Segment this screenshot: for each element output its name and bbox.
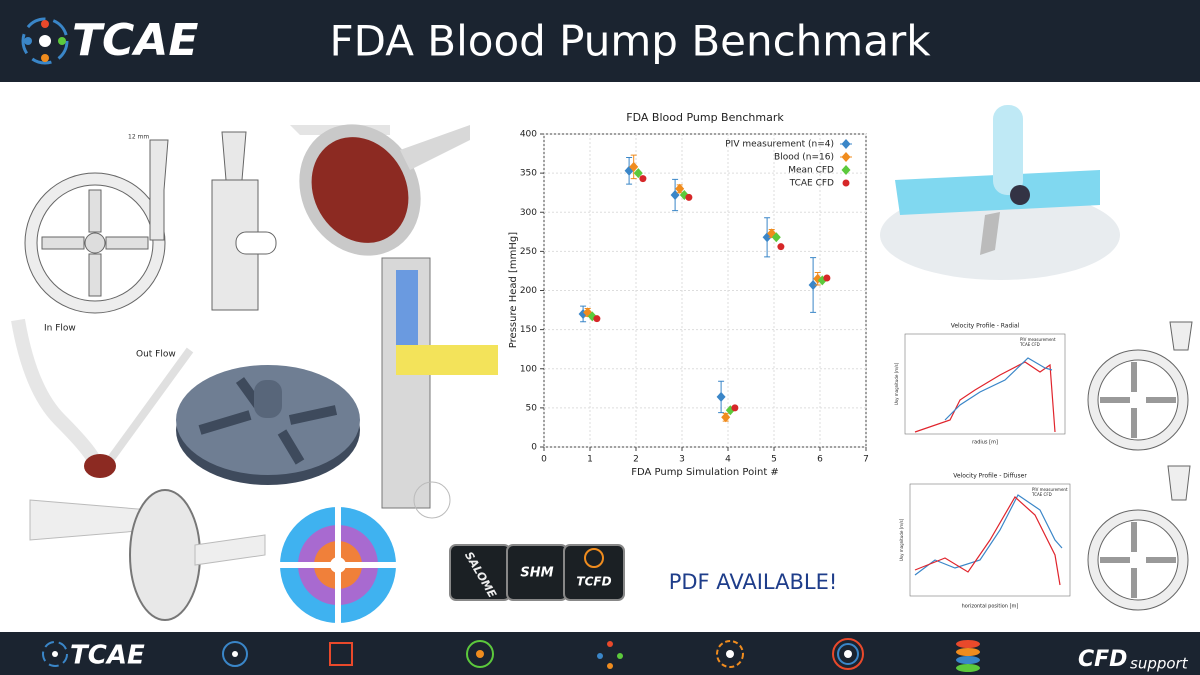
x-tick-label: 7 [863,455,869,465]
pump-drawing-small [1087,321,1193,611]
legend-label: Blood (n=16) [774,153,834,163]
y-tick-label: 300 [520,208,537,218]
data-point [731,404,739,412]
data-point [629,161,639,172]
y-tick-label: 0 [531,443,537,453]
data-point [639,175,647,183]
y-tick-label: 200 [520,286,537,296]
footer-brand-suffix: support [1130,655,1189,673]
profile-title: Velocity Profile - Diffuser [953,473,1027,480]
header-logo: TCAE [72,15,198,66]
legend-label: Mean CFD [788,166,834,176]
pump-cfd-section [381,257,498,519]
puzzle-label: TCFD [576,575,611,589]
data-point [633,168,643,179]
footer-icons [222,638,980,672]
chart-title: FDA Blood Pump Benchmark [626,111,784,124]
x-tick-label: 5 [771,455,777,465]
footer-logo: TCAE [70,641,145,671]
profile-x-label: horizontal position [m] [962,604,1019,610]
profile-legend: TCAE CFD [1019,342,1040,347]
profile-y-label: Uxy magnitude [m/s] [899,518,904,561]
data-point [685,193,693,201]
profile-title: Velocity Profile - Radial [951,323,1020,330]
pump-render-flow [11,318,194,478]
x-tick-label: 4 [725,455,731,465]
pump-drawing-top [24,139,169,314]
y-tick-label: 250 [520,247,537,257]
x-tick-label: 2 [633,455,639,465]
legend-marker [842,179,850,187]
profile-y-label: Uxy magnitude [m/s] [894,362,899,405]
profile-legend: TCAE CFD [1031,492,1052,497]
out-flow-label: Out Flow [136,350,176,360]
legend-label: PIV measurement (n=4) [725,140,834,150]
data-point [675,183,685,194]
y-tick-label: 350 [520,169,537,179]
pump-mesh-disc [176,365,360,485]
y-axis-label: Pressure Head [mmHg] [508,232,519,348]
data-point [823,274,831,282]
pump-cfd-3d [880,105,1120,280]
legend-label: TCAE CFD [789,179,834,189]
puzzle-label: SHM [520,566,553,581]
header-logo-icon [21,17,69,65]
data-point [808,280,818,291]
legend-marker [841,165,851,175]
in-flow-label: In Flow [44,324,76,334]
pressure-chart: FDA Blood Pump Benchmark FDA Pump Simula… [508,111,869,478]
pump-cfd-disc [280,507,396,623]
footer-logo-icon [42,641,68,667]
profile-legend: PIV measurement [1032,487,1068,492]
y-tick-label: 100 [520,364,537,374]
pump-render-transparent [29,489,266,621]
header-title: FDA Blood Pump Benchmark [329,17,931,66]
legend-marker [841,139,851,149]
x-tick-label: 0 [541,455,547,465]
profile-legend: PIV measurement [1020,337,1056,342]
x-tick-label: 3 [679,455,685,465]
y-tick-label: 400 [520,130,537,140]
x-tick-label: 1 [587,455,593,465]
pump-render-red [290,124,470,256]
y-tick-label: 50 [526,403,538,413]
pdf-notice: PDF AVAILABLE! [669,570,838,594]
data-point [721,412,731,423]
puzzle-logos [449,544,625,601]
diffuser-profile-chart [909,483,1071,597]
radial-profile-chart [904,333,1066,435]
header-bar [0,0,1200,82]
data-point [593,315,601,323]
data-point [716,391,726,402]
y-tick-label: 150 [520,325,537,335]
data-point [777,243,785,251]
legend-marker [841,152,851,162]
pump-drawing-side [211,131,277,311]
data-point [771,232,781,243]
profile-x-label: radius [m] [972,440,998,446]
x-axis-label: FDA Pump Simulation Point # [631,467,779,478]
x-tick-label: 6 [817,455,823,465]
dimension-label: 12 mm [128,134,149,141]
footer-brand: CFD [1078,647,1127,672]
